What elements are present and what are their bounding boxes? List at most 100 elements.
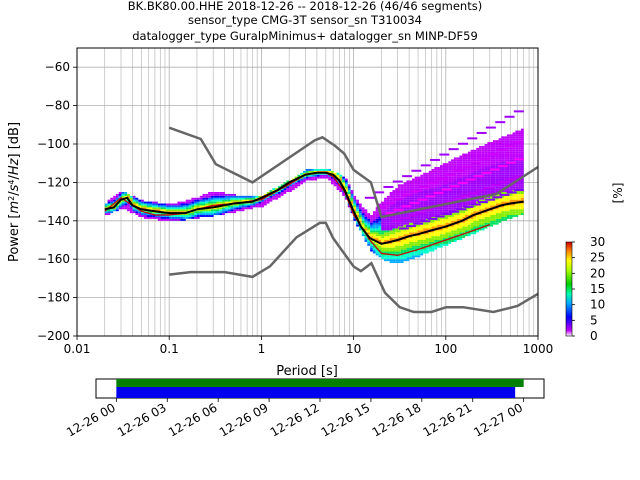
psd-cell (342, 193, 345, 196)
psd-cell (465, 226, 468, 229)
colorbar-tick-label: 0 (590, 329, 598, 343)
psd-cell (113, 209, 116, 212)
psd-cell (238, 199, 242, 202)
psd-cell (504, 138, 507, 141)
psd-cell (442, 190, 446, 192)
psd-cell (395, 249, 399, 252)
psd-cell (398, 241, 401, 244)
psd-cell (509, 205, 513, 208)
psd-cell (180, 203, 183, 206)
psd-cell (389, 247, 393, 250)
psd-cell (367, 213, 371, 216)
psd-cell (504, 157, 507, 160)
noise-model-line (168, 126, 539, 219)
psd-cell (479, 149, 482, 152)
psd-cell (451, 224, 454, 227)
psd-cell (442, 165, 446, 168)
psd-cell (481, 192, 485, 194)
psd-cell (423, 234, 426, 237)
psd-cell (495, 147, 499, 150)
psd-cell (462, 230, 466, 233)
psd-cell (411, 230, 415, 233)
psd-cell (230, 197, 234, 200)
psd-cell (406, 209, 410, 212)
psd-cell (384, 203, 387, 206)
psd-cell (459, 226, 463, 229)
psd-cell (370, 216, 373, 219)
psd-cell (423, 222, 426, 225)
psd-cell (261, 205, 264, 208)
psd-cell (451, 159, 454, 162)
psd-cell (431, 188, 435, 191)
psd-cell (400, 217, 411, 220)
psd-cell (275, 193, 278, 196)
psd-cell (417, 184, 421, 187)
psd-cell (451, 180, 454, 183)
psd-cell (439, 236, 443, 239)
psd-cell (423, 184, 426, 187)
psd-cell (420, 174, 424, 177)
psd-cell (247, 199, 250, 202)
psd-cell (465, 168, 468, 171)
colorbar-tick-label: 15 (590, 282, 605, 296)
psd-cell (113, 199, 116, 202)
psd-cell (487, 203, 491, 206)
psd-cell (155, 216, 158, 219)
psd-cell (202, 197, 206, 200)
psd-cell (110, 209, 114, 212)
psd-cell (442, 234, 446, 237)
psd-cell (490, 147, 493, 150)
psd-cell (479, 216, 482, 219)
psd-cell (515, 172, 519, 175)
psd-cell (462, 157, 466, 160)
psd-cell (199, 213, 203, 216)
psd-cell (434, 190, 438, 192)
psd-cell (481, 213, 485, 216)
psd-cell (402, 194, 413, 197)
psd-cell (314, 176, 318, 179)
psd-cell (473, 195, 477, 198)
psd-cell (132, 195, 136, 198)
psd-cell (372, 216, 376, 219)
psd-cell (208, 203, 211, 206)
psd-cell (512, 184, 516, 187)
psd-cell (512, 207, 516, 210)
psd-cell (398, 236, 401, 239)
psd-cell (465, 167, 468, 169)
psd-cell (498, 197, 502, 200)
psd-cell (437, 232, 440, 235)
psd-cell (143, 205, 147, 208)
psd-cell (375, 218, 379, 221)
psd-cell (319, 176, 323, 179)
psd-cell (403, 218, 407, 221)
psd-cell (389, 207, 393, 210)
psd-cell (490, 176, 493, 179)
psd-cell (403, 184, 407, 187)
psd-cell (490, 155, 493, 158)
psd-cell (462, 224, 466, 227)
psd-cell (423, 213, 426, 216)
psd-cell (378, 230, 382, 233)
psd-cell (484, 188, 488, 191)
psd-cell (465, 157, 468, 160)
psd-cell (479, 159, 482, 162)
psd-cell (518, 134, 521, 137)
psd-cell (501, 199, 505, 202)
psd-cell (400, 184, 404, 187)
psd-cell (425, 195, 436, 198)
psd-cell (213, 195, 217, 198)
psd-cell (520, 211, 524, 214)
psd-cell (495, 213, 499, 216)
psd-cell (462, 178, 466, 181)
psd-cell (492, 203, 496, 206)
psd-cell (115, 207, 119, 210)
psd-cell (194, 197, 197, 200)
psd-cell (143, 203, 147, 206)
psd-cell (431, 190, 435, 192)
psd-cell (395, 257, 399, 260)
psd-cell (406, 245, 410, 248)
psd-cell (409, 216, 412, 219)
psd-cell (328, 168, 331, 171)
psd-cell (398, 215, 401, 217)
psd-cell (506, 163, 510, 166)
